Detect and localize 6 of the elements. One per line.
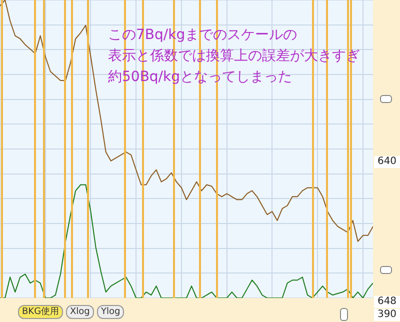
- text: 640: [374, 156, 400, 168]
- text: Xlog: [66, 305, 94, 319]
- text: 648: [374, 296, 400, 308]
- text: BKG使用: [18, 305, 64, 319]
- text: Ylog: [97, 305, 124, 319]
- text: 390: [374, 309, 400, 321]
